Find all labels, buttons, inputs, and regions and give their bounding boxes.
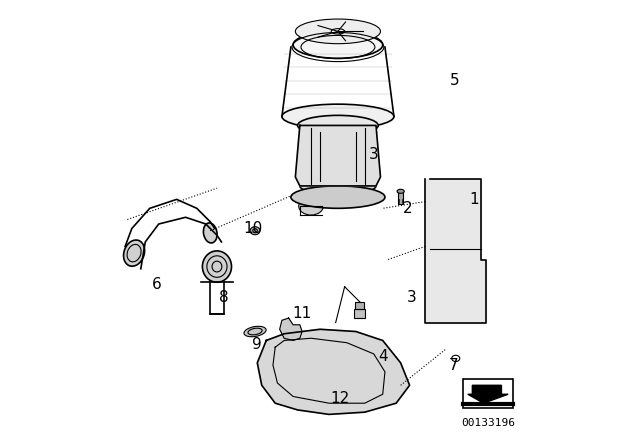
Polygon shape (257, 329, 410, 414)
Text: 6: 6 (152, 277, 161, 292)
Ellipse shape (323, 146, 354, 172)
Polygon shape (425, 179, 486, 323)
Text: 9: 9 (252, 337, 262, 353)
Text: 12: 12 (330, 391, 350, 406)
Bar (463, 379, 513, 408)
Polygon shape (296, 125, 380, 186)
Text: 7: 7 (449, 358, 458, 373)
Polygon shape (280, 318, 302, 340)
Bar (398, 191, 403, 204)
Ellipse shape (293, 31, 383, 58)
Text: 3: 3 (407, 290, 417, 306)
Text: 4: 4 (378, 349, 388, 364)
Ellipse shape (332, 29, 345, 34)
Ellipse shape (298, 116, 378, 135)
Text: 00133196: 00133196 (461, 418, 515, 428)
Text: 5: 5 (449, 73, 460, 88)
Text: 3: 3 (369, 147, 379, 162)
Ellipse shape (282, 104, 394, 129)
Bar (353, 309, 365, 318)
Polygon shape (468, 385, 508, 403)
Ellipse shape (299, 197, 323, 215)
Ellipse shape (124, 240, 145, 266)
Ellipse shape (327, 407, 335, 413)
Ellipse shape (250, 227, 260, 235)
Ellipse shape (300, 177, 376, 195)
Ellipse shape (204, 223, 217, 243)
Text: 11: 11 (292, 306, 312, 321)
Text: 1: 1 (470, 192, 479, 207)
Text: 2: 2 (403, 201, 412, 216)
Text: 10: 10 (243, 221, 262, 236)
Ellipse shape (291, 186, 385, 208)
Text: 8: 8 (219, 290, 228, 306)
Ellipse shape (296, 19, 380, 43)
Ellipse shape (397, 190, 404, 194)
Bar (355, 302, 364, 309)
Ellipse shape (244, 326, 266, 337)
Ellipse shape (202, 251, 232, 282)
